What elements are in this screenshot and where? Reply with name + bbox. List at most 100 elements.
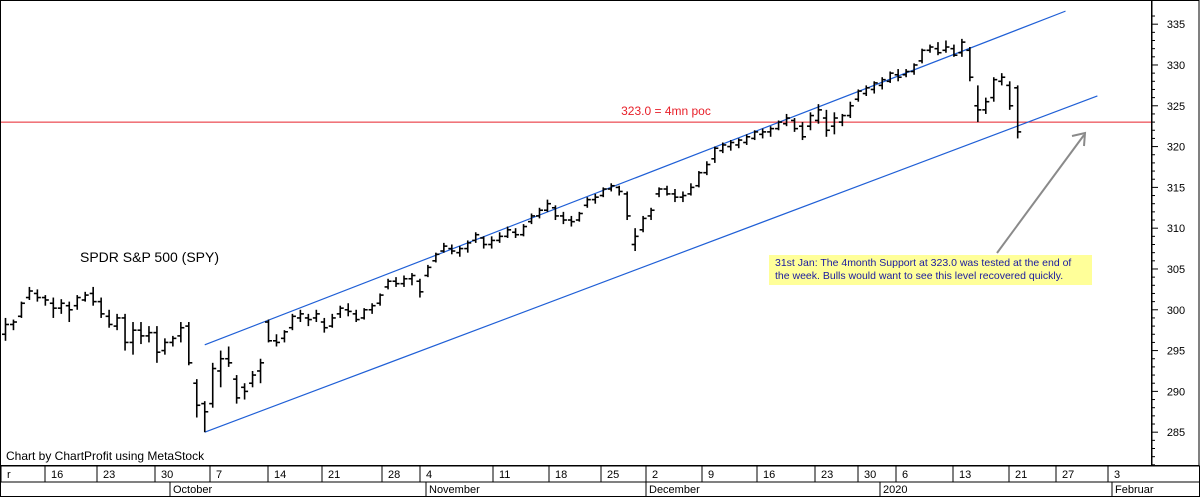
price-bar bbox=[639, 215, 647, 233]
price-bar bbox=[137, 322, 145, 345]
price-bar bbox=[942, 40, 950, 53]
price-bar bbox=[862, 85, 870, 96]
y-tick-label: 285 bbox=[1167, 427, 1185, 439]
price-bar bbox=[464, 240, 472, 253]
price-bar bbox=[591, 193, 599, 204]
chart-title: SPDR S&P 500 (SPY) bbox=[80, 249, 219, 265]
y-tick-label: 325 bbox=[1167, 101, 1185, 113]
x-tick-label: 2 bbox=[652, 469, 658, 481]
price-bar bbox=[647, 207, 655, 221]
x-tick-label: 18 bbox=[555, 469, 567, 481]
price-bar bbox=[894, 69, 902, 82]
annotation-line-1: 31st Jan: The 4month Support at 323.0 wa… bbox=[775, 257, 1071, 269]
month-label: November bbox=[429, 484, 480, 496]
price-bar bbox=[432, 252, 440, 263]
price-bar bbox=[368, 303, 376, 314]
y-tick-label: 295 bbox=[1167, 346, 1185, 358]
price-bar bbox=[480, 236, 488, 249]
price-bar bbox=[456, 246, 464, 257]
price-bar bbox=[105, 309, 113, 328]
month-label: 2020 bbox=[883, 484, 907, 496]
price-bar bbox=[528, 213, 536, 225]
price-bar bbox=[958, 38, 966, 57]
price-bar bbox=[129, 322, 137, 355]
price-bar bbox=[336, 305, 344, 318]
x-tick-label: 25 bbox=[607, 469, 619, 481]
price-bar bbox=[878, 77, 886, 90]
y-tick-label: 335 bbox=[1167, 19, 1185, 31]
price-bar bbox=[806, 112, 814, 131]
price-bar bbox=[320, 317, 328, 333]
price-bars-group bbox=[2, 38, 1022, 433]
price-bar bbox=[209, 362, 217, 408]
y-tick-label: 290 bbox=[1167, 386, 1185, 398]
price-bar bbox=[775, 120, 783, 131]
price-bar bbox=[408, 273, 416, 286]
price-bar bbox=[2, 317, 9, 341]
price-bar bbox=[695, 171, 703, 188]
price-bar bbox=[17, 301, 25, 318]
price-bar bbox=[814, 104, 822, 124]
price-bar bbox=[241, 383, 249, 400]
x-tick-label: 23 bbox=[821, 469, 833, 481]
trend-channel-group bbox=[204, 10, 1098, 433]
support-level-group: 323.0 = 4mn poc bbox=[1, 104, 1151, 123]
x-tick-label: 6 bbox=[902, 469, 908, 481]
price-bar bbox=[177, 322, 185, 343]
price-bar bbox=[1014, 85, 1022, 139]
price-bar bbox=[153, 326, 161, 363]
price-bar bbox=[65, 301, 73, 323]
price-bar bbox=[488, 236, 496, 249]
y-axis-panel bbox=[1151, 0, 1200, 466]
price-bar bbox=[392, 277, 400, 287]
y-tick-label: 315 bbox=[1167, 182, 1185, 194]
price-bar bbox=[280, 330, 288, 343]
price-bar bbox=[838, 113, 846, 127]
price-bar bbox=[1006, 81, 1014, 110]
price-bar bbox=[97, 297, 105, 318]
price-bar bbox=[41, 295, 49, 306]
price-bar bbox=[328, 313, 336, 328]
price-bar bbox=[703, 161, 711, 176]
y-tick-label: 320 bbox=[1167, 142, 1185, 154]
price-bar bbox=[496, 232, 504, 243]
price-bar bbox=[472, 232, 480, 243]
x-tick-label: 9 bbox=[708, 469, 714, 481]
price-bar bbox=[121, 313, 129, 351]
price-bar bbox=[169, 335, 177, 347]
price-bar bbox=[583, 197, 591, 208]
x-tick-label: 28 bbox=[388, 469, 400, 481]
price-bar bbox=[679, 191, 687, 203]
channel-lower-line bbox=[204, 95, 1098, 433]
x-tick-label: 14 bbox=[274, 469, 286, 481]
price-bar bbox=[257, 358, 265, 384]
price-bar bbox=[352, 309, 360, 323]
x-tick-label: 3 bbox=[1114, 469, 1120, 481]
price-bar bbox=[767, 126, 775, 137]
price-bar bbox=[535, 207, 543, 219]
price-bar bbox=[424, 264, 432, 278]
price-bar bbox=[113, 313, 121, 331]
y-axis-ticks: 285 290 295 300 305 310 315 320 325 330 335 bbox=[1152, 15, 1185, 466]
price-bar bbox=[185, 322, 193, 366]
price-bar bbox=[822, 109, 830, 137]
plot-frame bbox=[0, 0, 1152, 466]
price-bar bbox=[304, 313, 312, 327]
price-bar bbox=[854, 89, 862, 102]
price-bar bbox=[217, 350, 225, 388]
x-tick-label: 4 bbox=[426, 469, 432, 481]
price-bar bbox=[265, 319, 273, 343]
price-bar bbox=[631, 228, 639, 252]
price-bar bbox=[727, 140, 735, 151]
price-bar bbox=[543, 199, 551, 212]
price-bar bbox=[759, 128, 767, 139]
price-bar bbox=[575, 211, 583, 222]
price-bar bbox=[440, 242, 448, 253]
price-bar bbox=[950, 44, 958, 57]
annotation-line-2: the week. Bulls would want to see this l… bbox=[775, 270, 1063, 282]
price-bar bbox=[870, 81, 878, 94]
price-bar bbox=[974, 85, 982, 123]
price-bar bbox=[57, 299, 65, 314]
